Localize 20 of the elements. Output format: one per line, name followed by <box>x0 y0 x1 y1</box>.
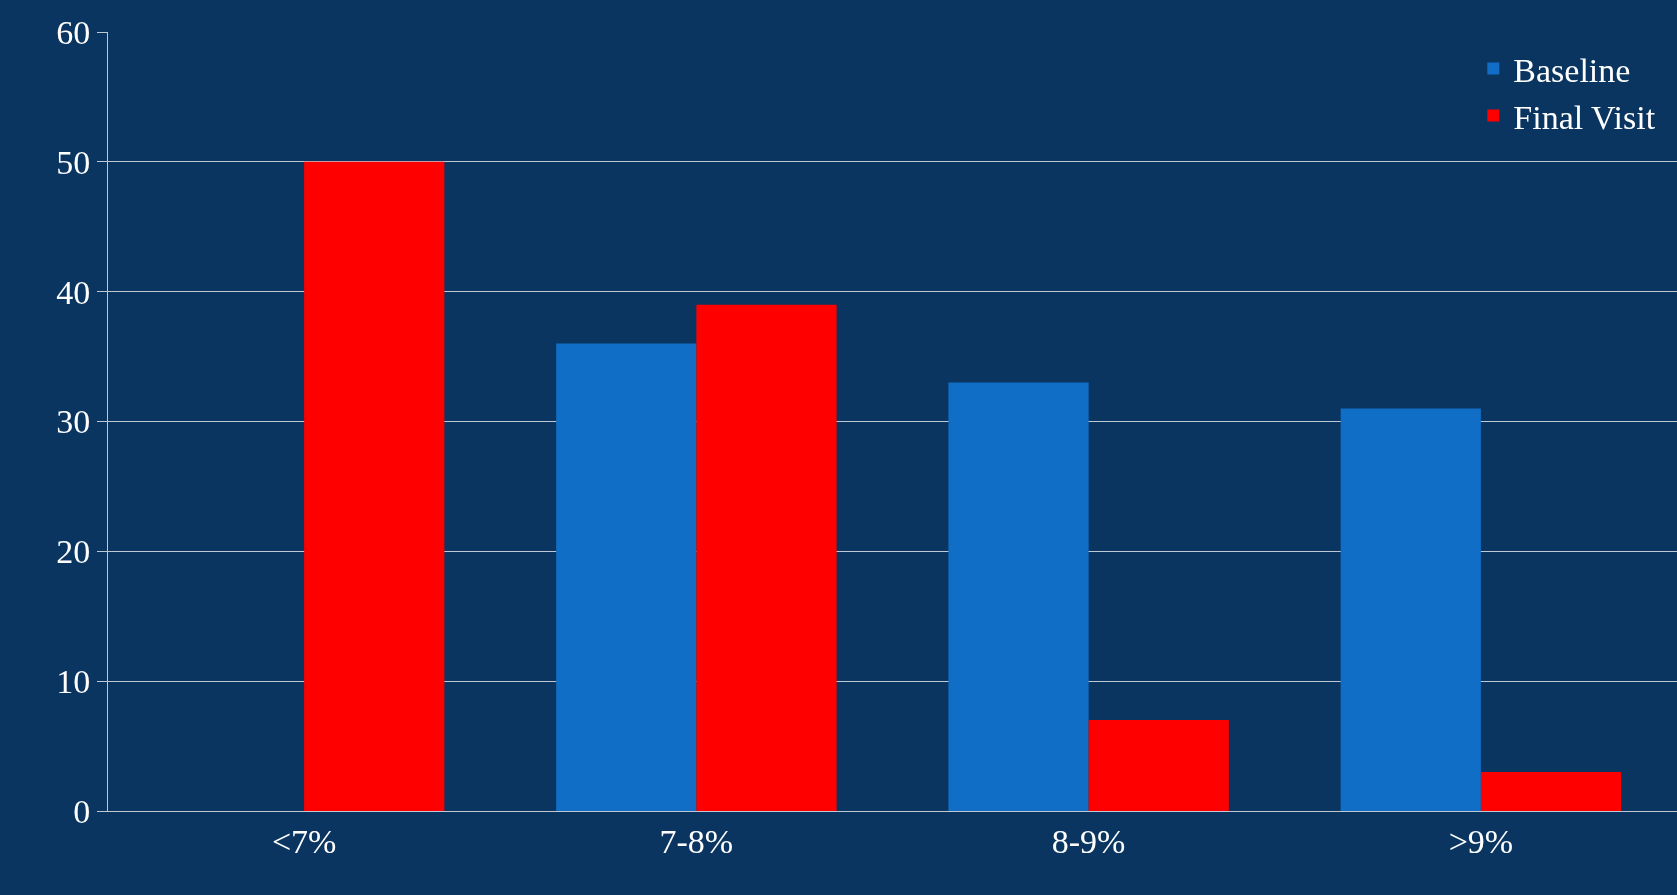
x-tick-label: >9% <box>1448 822 1514 860</box>
x-tick-label: 7-8% <box>659 822 734 860</box>
bar <box>696 304 837 811</box>
bar <box>1340 408 1481 811</box>
y-tick-label: 0 <box>73 792 91 830</box>
x-tick-label: 8-9% <box>1051 822 1126 860</box>
y-tick-label: 40 <box>56 273 91 311</box>
bar <box>948 382 1089 811</box>
bar <box>1480 772 1622 811</box>
legend-label: Baseline <box>1513 51 1631 89</box>
bar <box>304 161 445 811</box>
bar <box>556 343 697 811</box>
x-tick-label: <7% <box>271 822 337 860</box>
y-tick-label: 20 <box>56 533 91 571</box>
y-tick-label: 10 <box>56 663 91 701</box>
y-tick-label: 60 <box>56 13 91 51</box>
y-tick-label: 50 <box>56 143 91 181</box>
legend-label: Final Visit <box>1513 98 1656 136</box>
y-tick-label: 30 <box>56 403 91 441</box>
bar <box>1088 720 1229 811</box>
